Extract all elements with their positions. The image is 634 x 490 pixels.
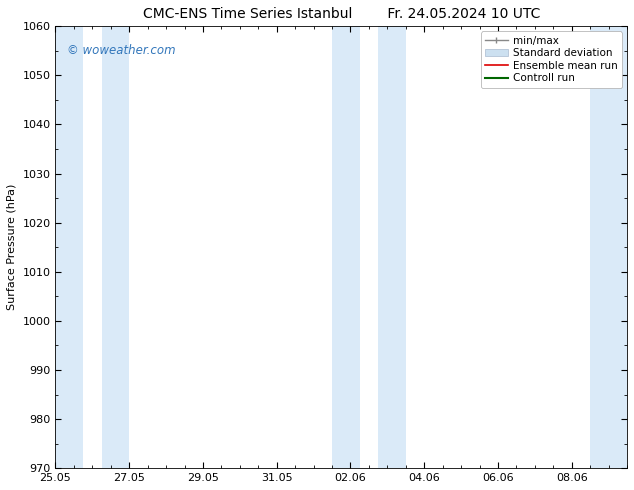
Legend: min/max, Standard deviation, Ensemble mean run, Controll run: min/max, Standard deviation, Ensemble me… [481, 31, 622, 88]
Bar [56, 26, 83, 468]
Title: CMC-ENS Time Series Istanbul        Fr. 24.05.2024 10 UTC: CMC-ENS Time Series Istanbul Fr. 24.05.2… [143, 7, 540, 21]
Bar [590, 26, 627, 468]
Bar [378, 26, 406, 468]
Bar [101, 26, 129, 468]
Text: © woweather.com: © woweather.com [67, 44, 176, 57]
Bar [332, 26, 359, 468]
Y-axis label: Surface Pressure (hPa): Surface Pressure (hPa) [7, 184, 17, 311]
